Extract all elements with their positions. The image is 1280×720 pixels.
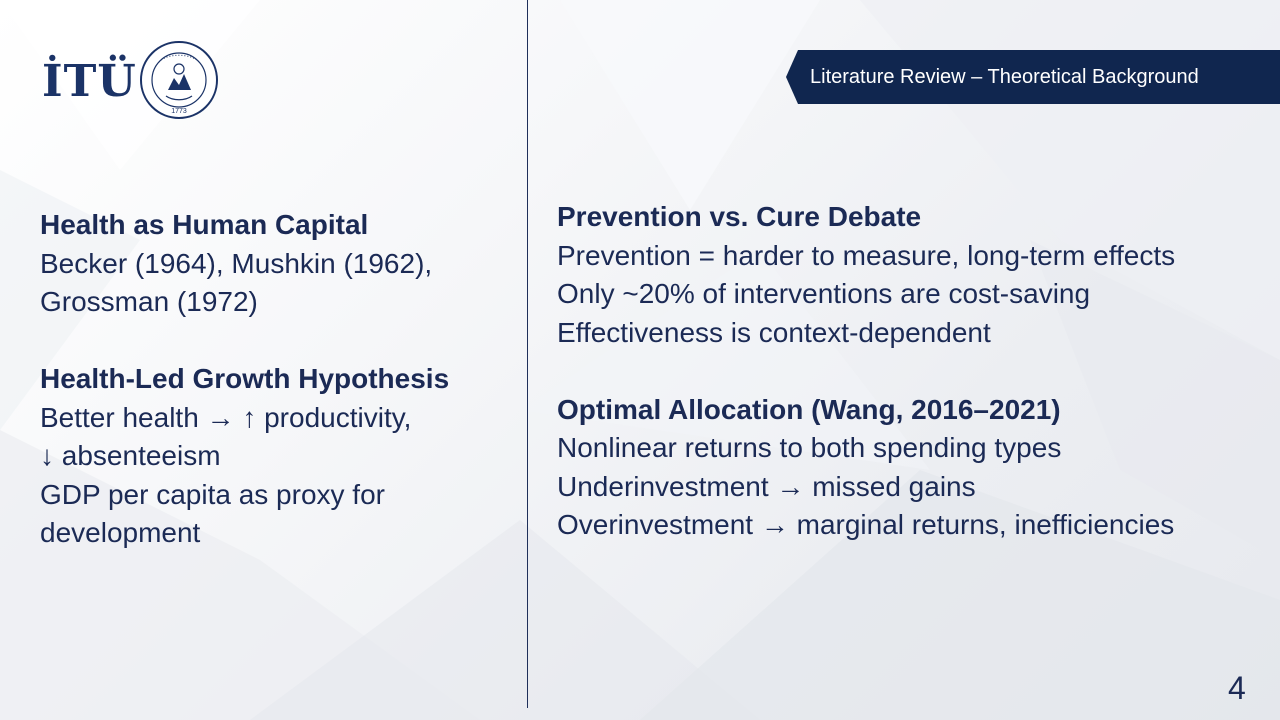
content-line: Overinvestment → marginal returns, ineff…	[557, 509, 1175, 540]
content-line: Better health → ↑ productivity,	[40, 401, 412, 433]
section-banner: Literature Review – Theoretical Backgrou…	[786, 50, 1280, 104]
content-line: ↓ absenteeism	[40, 440, 221, 471]
logo-wordmark: İTÜ	[42, 56, 137, 107]
itu-logo: İTÜ 1773	[42, 38, 218, 119]
optimal-allocation-section: Optimal Allocation (Wang, 2016–2021) Non…	[557, 391, 1277, 545]
seal-year: 1773	[171, 108, 187, 115]
page-number: 4	[1228, 670, 1246, 706]
banner-title: Literature Review – Theoretical Backgrou…	[810, 66, 1199, 88]
prevention-vs-cure-section: Prevention vs. Cure Debate Prevention = …	[557, 198, 1277, 352]
section-heading: Health-Led Growth Hypothesis	[40, 363, 450, 394]
content-line: GDP per capita as proxy for	[40, 478, 385, 510]
banner-shape	[786, 50, 1280, 104]
content-line: Prevention = harder to measure, long-ter…	[557, 239, 1176, 271]
content-line: Grossman (1972)	[40, 286, 258, 317]
content-line: Effectiveness is context-dependent	[557, 316, 991, 348]
content-line: Only ~20% of interventions are cost-savi…	[557, 278, 1091, 309]
right-content-column: Prevention vs. Cure Debate Prevention = …	[557, 198, 1277, 545]
left-content-column: Health as Human Capital Becker (1964), M…	[40, 206, 515, 553]
content-line: Nonlinear returns to both spending types	[557, 432, 1062, 463]
section-heading: Prevention vs. Cure Debate	[557, 201, 922, 232]
health-led-growth-section: Health-Led Growth Hypothesis Better heal…	[40, 360, 515, 553]
content-line: Becker (1964), Mushkin (1962),	[40, 247, 433, 279]
health-human-capital-section: Health as Human Capital Becker (1964), M…	[40, 206, 515, 322]
column-divider	[527, 0, 528, 708]
section-heading: Optimal Allocation (Wang, 2016–2021)	[557, 393, 1061, 425]
content-line: Underinvestment → missed gains	[557, 470, 976, 502]
university-seal-icon: 1773	[140, 41, 218, 119]
section-heading: Health as Human Capital	[40, 209, 369, 240]
content-line: development	[40, 517, 201, 548]
